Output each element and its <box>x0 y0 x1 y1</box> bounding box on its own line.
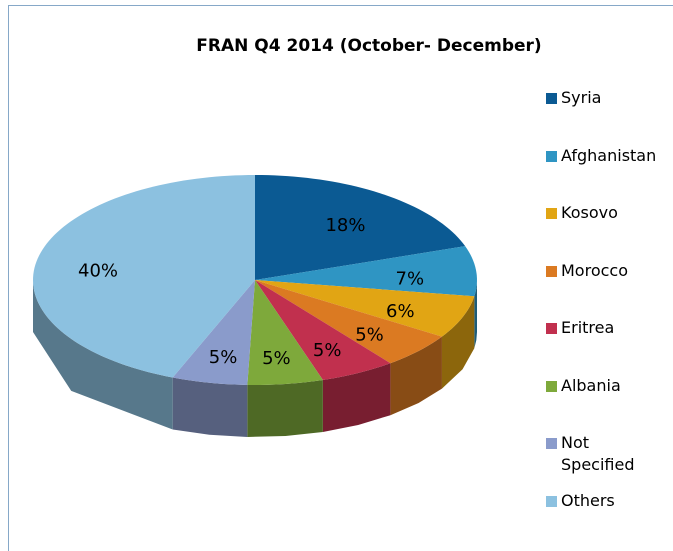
pie-slice <box>33 175 255 378</box>
legend-swatch <box>546 265 557 277</box>
pie-side <box>247 379 323 437</box>
pie-side <box>322 363 391 432</box>
pie-side <box>390 336 442 416</box>
legend-swatch <box>546 323 557 334</box>
data-label: 7% <box>396 269 425 290</box>
legend-item: Kosovo <box>546 202 664 224</box>
pie-sides <box>33 280 477 437</box>
legend-label: Eritrea <box>561 318 615 337</box>
data-label: 5% <box>262 348 291 369</box>
legend-label: Morocco <box>561 260 628 280</box>
pie-side <box>33 280 173 430</box>
legend-item: Eritrea <box>546 317 664 339</box>
legend-item: Morocco <box>546 260 664 282</box>
legend-item: Albania <box>546 375 664 397</box>
pie-tops <box>33 175 477 385</box>
pie-slice <box>255 280 391 380</box>
legend-label: Not Specified <box>561 433 635 474</box>
legend-label: Kosovo <box>561 203 618 222</box>
legend-label: Syria <box>561 88 602 107</box>
data-label: 18% <box>325 215 365 236</box>
legend-item: Syria <box>546 87 664 109</box>
pie-slice <box>255 175 466 280</box>
pie-slice <box>255 280 475 337</box>
legend-swatch <box>546 438 557 449</box>
legend-swatch <box>546 208 557 219</box>
legend-label: Others <box>561 490 615 510</box>
pie-side <box>172 377 248 437</box>
data-label: 40% <box>78 261 118 282</box>
data-labels: 18%7%6%5%5%5%5%40% <box>78 215 424 369</box>
pie-side <box>441 296 475 389</box>
legend-item: Others <box>546 490 664 512</box>
data-label: 5% <box>313 340 342 361</box>
data-label: 5% <box>209 347 238 368</box>
pie-side <box>474 280 477 349</box>
pie-slice <box>247 280 323 385</box>
legend-item: Not Specified <box>546 432 664 476</box>
legend-swatch <box>546 380 557 392</box>
legend-label: Albania <box>561 375 621 395</box>
legend-swatch <box>546 93 557 104</box>
data-label: 5% <box>355 325 384 346</box>
legend-swatch <box>546 150 557 162</box>
legend-item: Afghanistan <box>546 145 664 167</box>
legend-label: Afghanistan <box>561 145 657 165</box>
legend-swatch <box>546 495 557 507</box>
pie-slice <box>255 280 442 364</box>
chart-title: FRAN Q4 2014 (October- December) <box>196 36 541 56</box>
data-label: 6% <box>386 301 415 322</box>
pie-slice <box>172 280 255 385</box>
pie-slice <box>255 246 477 297</box>
